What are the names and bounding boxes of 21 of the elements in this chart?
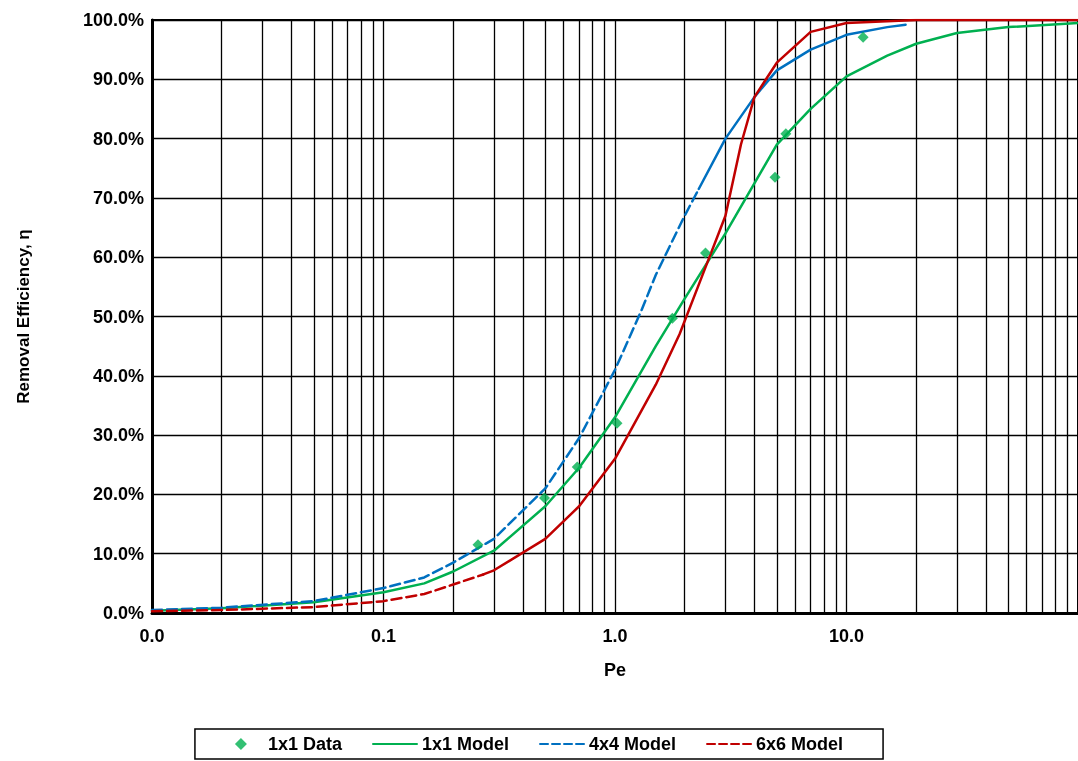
- x-tick-label: 10.0: [828, 626, 865, 646]
- y-tick-label: 90.0%: [92, 69, 144, 90]
- y-tick-label: 100.0%: [82, 10, 144, 30]
- y-axis-title: Removal Efficiency, η: [14, 229, 33, 404]
- y-tick-label: 0.0%: [102, 603, 144, 623]
- y-tick-label: 70.0%: [92, 187, 144, 208]
- x-axis-title: Pe: [603, 660, 627, 680]
- legend-label: 4x4 Model: [589, 734, 677, 754]
- legend-label: 1x1 Data: [267, 734, 343, 754]
- x-tick-label: 0.0: [139, 626, 165, 646]
- y-tick-label: 10.0%: [92, 543, 144, 564]
- y-tick-label: 50.0%: [92, 306, 144, 327]
- legend-label: 1x1 Model: [421, 734, 510, 754]
- y-tick-label: 40.0%: [92, 365, 144, 386]
- x-tick-label: 1.0: [602, 626, 628, 646]
- y-tick-label: 80.0%: [92, 128, 144, 149]
- legend-label: 6x6 Model: [756, 734, 844, 754]
- y-tick-label: 20.0%: [92, 484, 144, 505]
- x-tick-label: 0.1: [370, 626, 397, 646]
- y-tick-label: 60.0%: [92, 247, 144, 268]
- y-tick-label: 30.0%: [92, 425, 144, 446]
